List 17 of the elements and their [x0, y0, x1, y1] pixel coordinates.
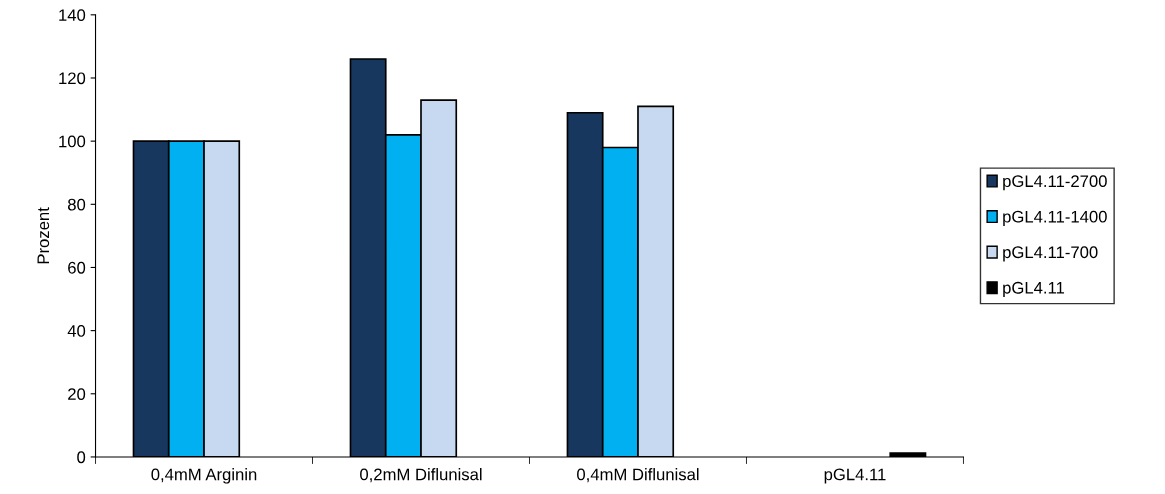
y-tick-label: 120 [59, 72, 86, 85]
y-tick-label: 20 [68, 388, 86, 400]
y-tick-label: 0 [77, 451, 86, 464]
x-tick-label: 0,2mM Diflunisal [360, 468, 482, 483]
y-tick-label: 60 [68, 261, 86, 274]
x-tick-label: 0,4mM Diflunisal [577, 468, 699, 483]
y-tick-label: 80 [68, 198, 86, 211]
y-tick-label: 100 [59, 135, 86, 148]
x-tick-label: 0,4mM Arginin [151, 468, 257, 484]
y-tick-label: 40 [67, 325, 86, 337]
legend-label: pGL4.11-700 [1003, 246, 1098, 262]
y-tick-label: 140 [59, 9, 86, 22]
legend-label: pGL4.11-2700 [1003, 175, 1107, 191]
y-axis-title: Prozent [37, 207, 50, 264]
x-tick-label: pGL4.11 [824, 468, 886, 484]
legend-label: pGL4.11-1400 [1003, 210, 1107, 226]
legend-label: pGL4.11 [1003, 281, 1065, 297]
